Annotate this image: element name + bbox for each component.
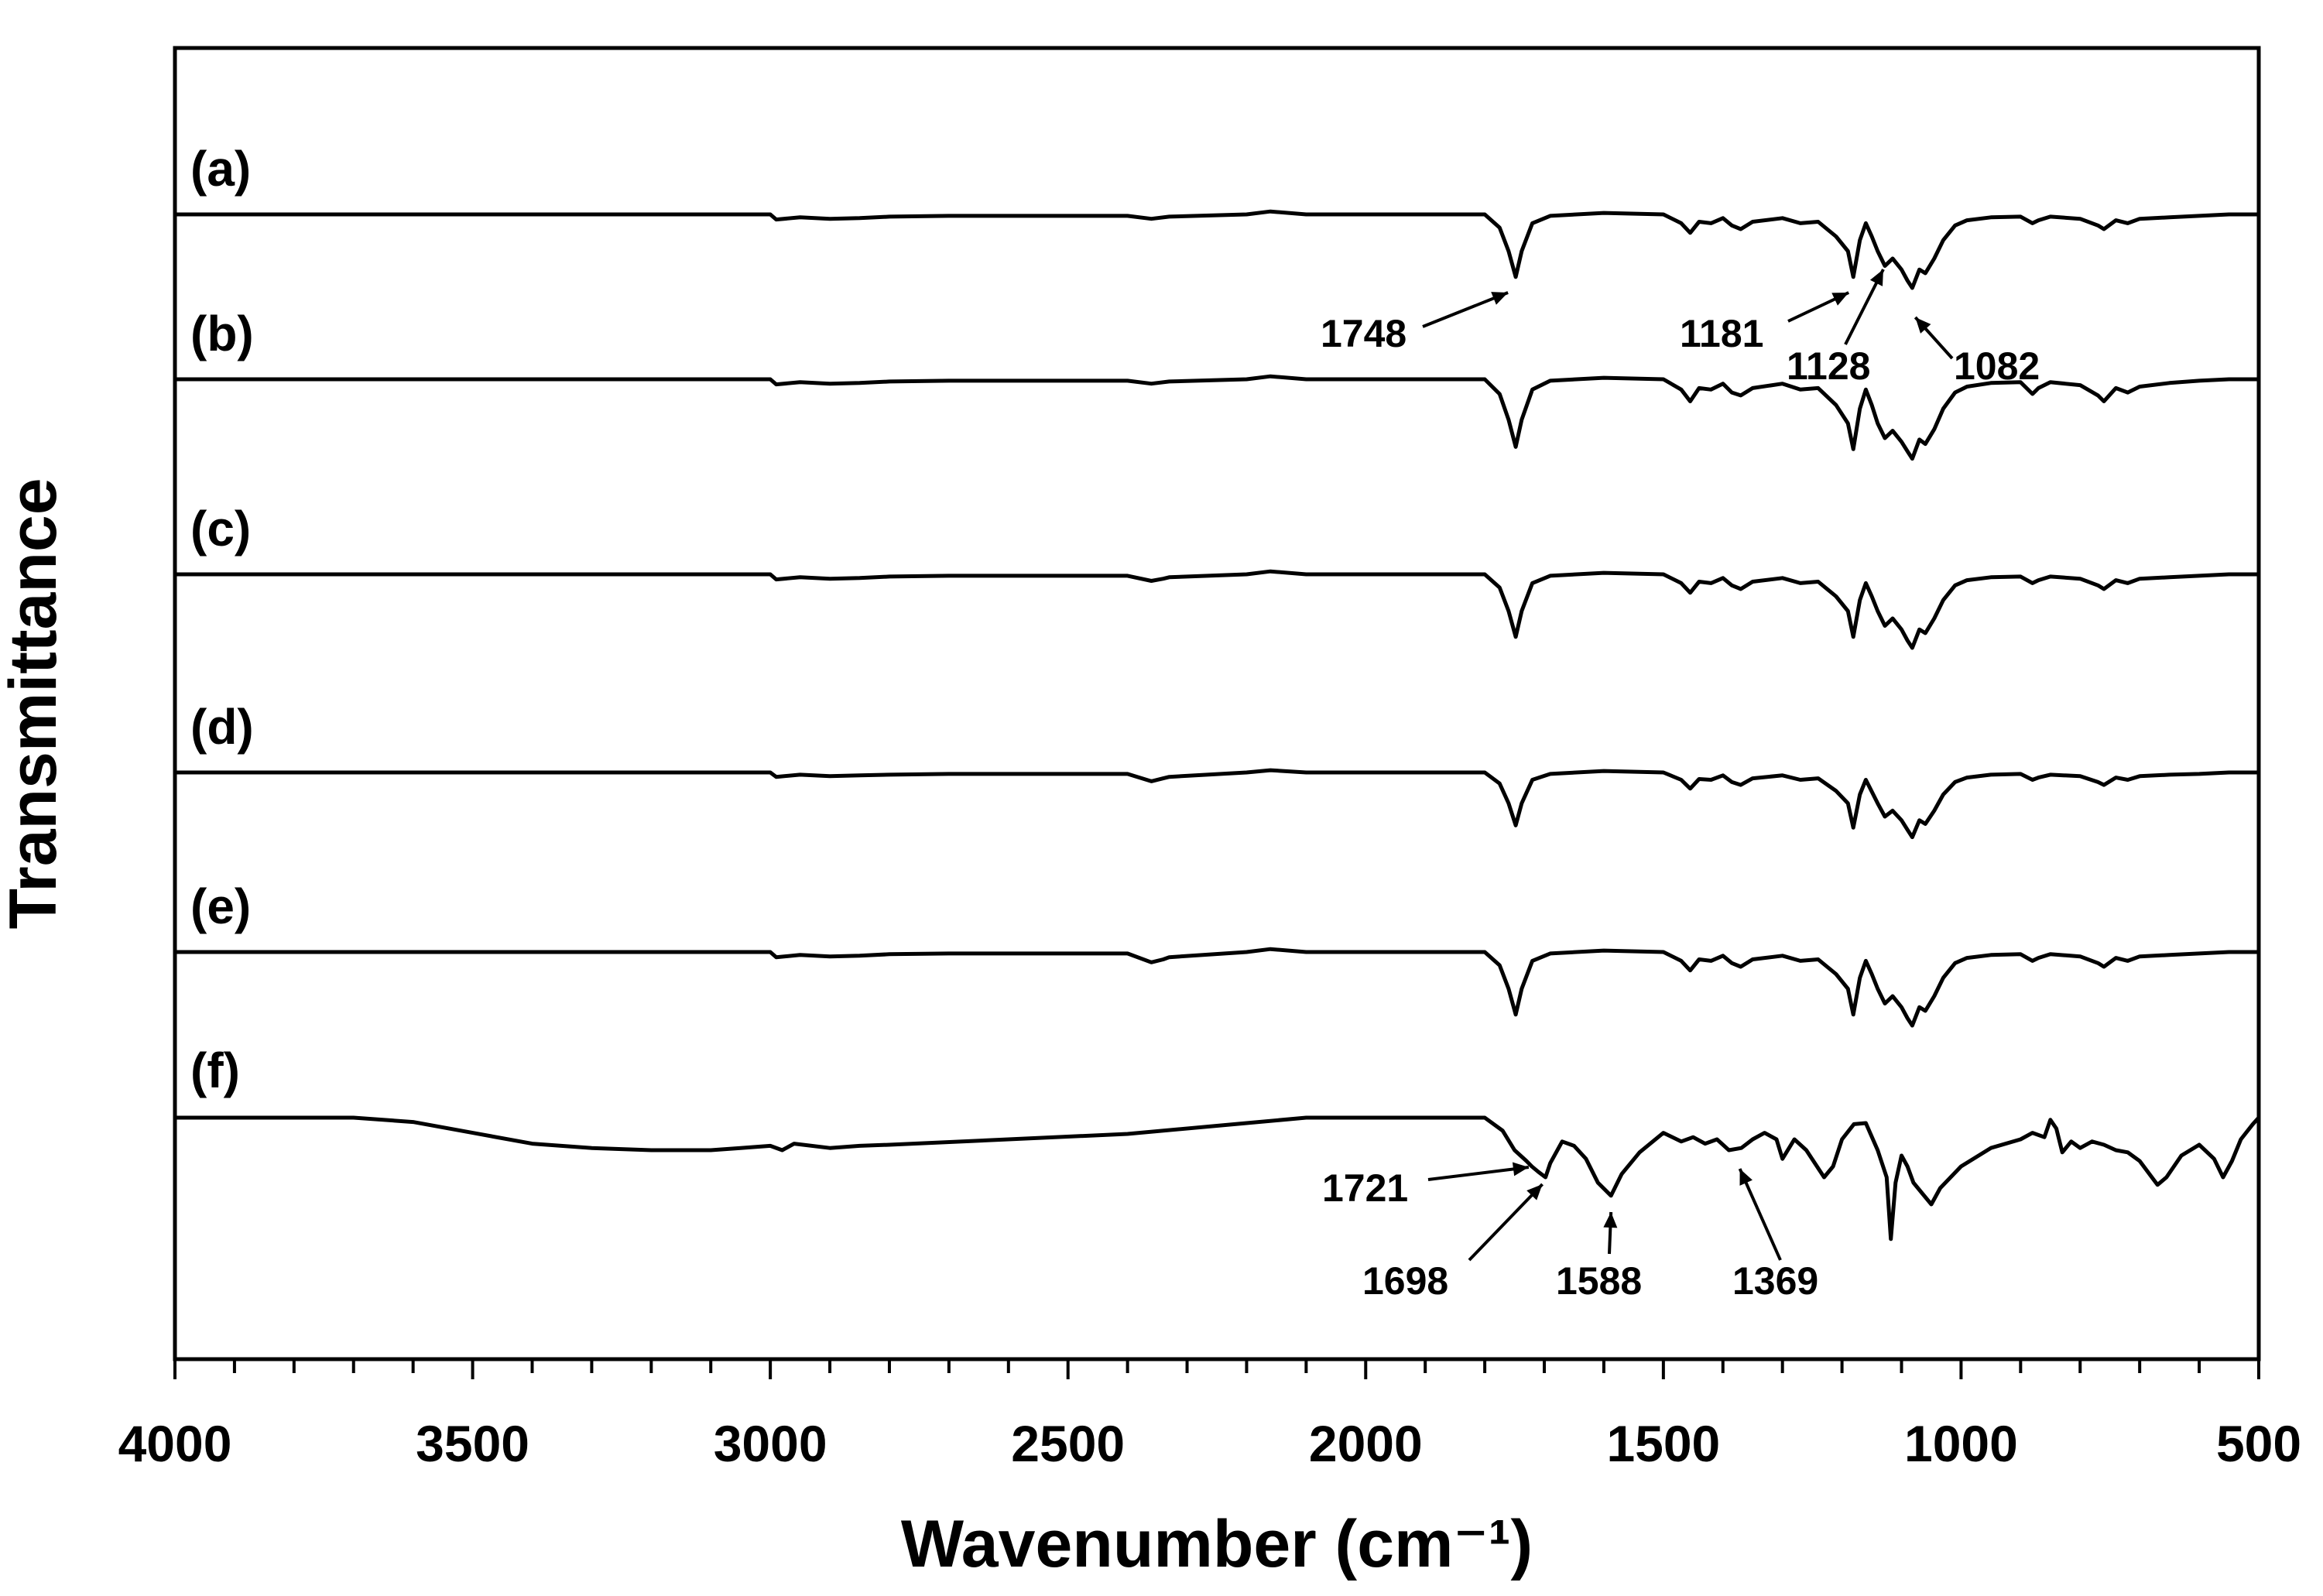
annotation-arrowhead-1082 <box>1915 317 1931 334</box>
annotation-label-1082: 1082 <box>1954 344 2040 388</box>
peak-annotations-group: 1748 1181 1128 1082 1721 1698 1588 1369 <box>1321 269 2040 1303</box>
annotation-arrow-1369 <box>1738 1168 1782 1261</box>
spectrum-line-e <box>173 947 2261 1028</box>
series-label-f: (f) <box>190 1043 240 1098</box>
x-tick-label: 2000 <box>1309 1415 1423 1472</box>
x-tick-label: 3500 <box>416 1415 529 1472</box>
x-axis-tick-labels: 4000 3500 3000 2500 2000 1500 1000 500 <box>118 1415 2301 1472</box>
annotation-label-1369: 1369 <box>1732 1259 1818 1303</box>
annotation-arrow-1698 <box>1468 1183 1544 1262</box>
annotation-arrowhead-1588 <box>1603 1212 1618 1228</box>
x-axis-title: Wavenumber (cm⁻¹) <box>901 1507 1533 1581</box>
x-tick-label: 2500 <box>1011 1415 1125 1472</box>
series-label-d: (d) <box>190 699 254 755</box>
spectrum-line-a <box>173 209 2261 290</box>
x-tick-label: 4000 <box>118 1415 232 1472</box>
x-tick-label: 1000 <box>1904 1415 2018 1472</box>
x-tick-label: 500 <box>2216 1415 2301 1472</box>
annotation-label-1698: 1698 <box>1362 1259 1448 1303</box>
series-label-c: (c) <box>190 501 251 557</box>
annotation-label-1588: 1588 <box>1556 1259 1642 1303</box>
annotation-label-1181: 1181 <box>1680 312 1763 355</box>
x-axis-ticks <box>173 1359 2260 1379</box>
annotation-arrowhead-1181 <box>1831 293 1849 306</box>
spectrum-line-b <box>173 374 2261 461</box>
series-labels-group: (a) (b) (c) (d) (e) (f) <box>190 141 254 1098</box>
series-label-b: (b) <box>190 306 254 361</box>
spectrum-line-c <box>173 569 2261 650</box>
annotation-arrowhead-1698 <box>1526 1184 1543 1200</box>
x-tick-label: 3000 <box>714 1415 827 1472</box>
series-label-a: (a) <box>190 141 251 197</box>
annotation-arrow-1721 <box>1427 1166 1530 1181</box>
annotation-arrowhead-1128 <box>1869 269 1883 286</box>
spectrum-line-f <box>173 1115 2261 1242</box>
x-tick-label: 1500 <box>1606 1415 1720 1472</box>
annotation-arrowhead-1721 <box>1512 1162 1529 1176</box>
annotation-arrowhead-1369 <box>1739 1169 1753 1186</box>
spectrum-line-d <box>173 768 2261 840</box>
annotation-label-1128: 1128 <box>1787 344 1870 388</box>
spectra-group <box>173 209 2261 1242</box>
annotation-label-1721: 1721 <box>1322 1166 1408 1210</box>
annotation-arrowhead-1748 <box>1491 292 1509 305</box>
y-axis-title: Transmittance <box>0 478 70 929</box>
annotation-label-1748: 1748 <box>1321 312 1406 355</box>
series-label-e: (e) <box>190 878 251 934</box>
plot-frame <box>173 46 2261 1361</box>
